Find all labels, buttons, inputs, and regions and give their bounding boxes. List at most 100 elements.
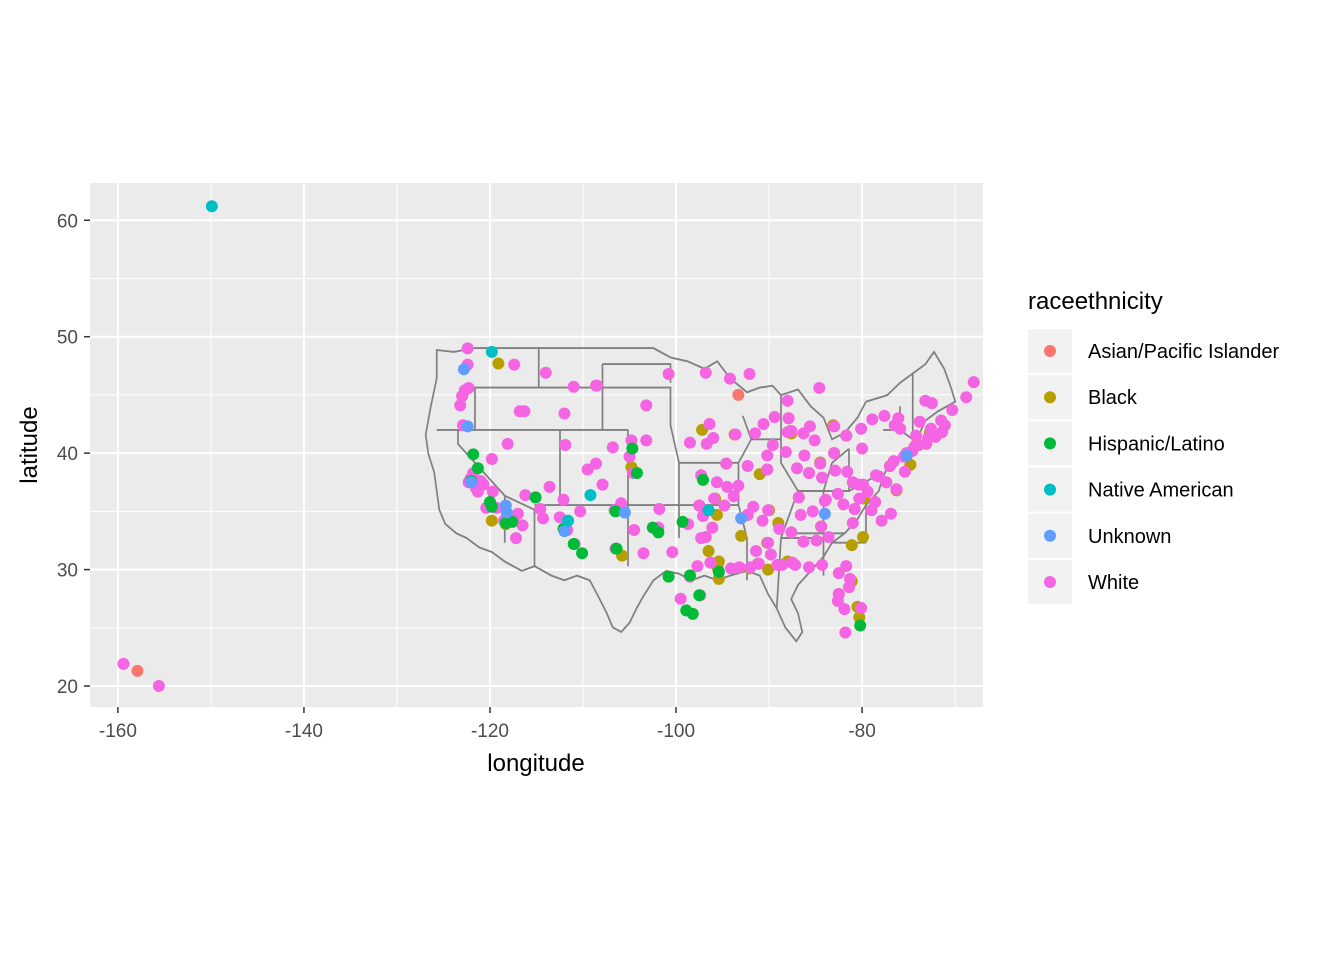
data-point bbox=[708, 493, 720, 505]
data-point bbox=[530, 491, 542, 503]
data-point bbox=[486, 501, 498, 513]
data-point bbox=[711, 476, 723, 488]
data-point bbox=[703, 545, 715, 557]
data-point bbox=[889, 419, 901, 431]
data-point bbox=[786, 557, 798, 569]
data-point bbox=[750, 545, 762, 557]
data-point bbox=[946, 404, 958, 416]
data-point bbox=[870, 469, 882, 481]
data-point bbox=[687, 608, 699, 620]
data-point bbox=[820, 494, 832, 506]
data-point bbox=[492, 357, 504, 369]
data-point bbox=[704, 557, 716, 569]
data-point bbox=[574, 505, 586, 517]
data-point bbox=[732, 480, 744, 492]
legend-label: Black bbox=[1088, 387, 1138, 409]
data-point bbox=[773, 523, 785, 535]
data-point bbox=[534, 503, 546, 515]
data-point bbox=[206, 200, 218, 212]
data-point bbox=[837, 498, 849, 510]
data-point bbox=[559, 439, 571, 451]
data-point bbox=[663, 368, 675, 380]
data-point bbox=[823, 531, 835, 543]
y-tick-label: 20 bbox=[57, 677, 78, 698]
data-point bbox=[762, 537, 774, 549]
data-point bbox=[675, 593, 687, 605]
data-point bbox=[590, 458, 602, 470]
data-point bbox=[628, 524, 640, 536]
x-axis: -160 -140 -120 -100 -80 bbox=[99, 707, 876, 742]
data-point bbox=[798, 449, 810, 461]
data-point bbox=[117, 658, 129, 670]
data-point bbox=[684, 437, 696, 449]
data-point bbox=[757, 418, 769, 430]
data-point bbox=[833, 567, 845, 579]
data-point bbox=[761, 449, 773, 461]
legend-title: raceethnicity bbox=[1028, 288, 1163, 315]
y-axis: 20 30 40 50 60 bbox=[57, 211, 90, 698]
data-point bbox=[558, 525, 570, 537]
data-point bbox=[467, 448, 479, 460]
data-point bbox=[846, 539, 858, 551]
data-point bbox=[960, 391, 972, 403]
data-point bbox=[797, 427, 809, 439]
data-point bbox=[849, 503, 861, 515]
data-point bbox=[713, 566, 725, 578]
data-point bbox=[914, 416, 926, 428]
data-point bbox=[809, 434, 821, 446]
data-point bbox=[847, 517, 859, 529]
data-point bbox=[631, 467, 643, 479]
data-point bbox=[762, 504, 774, 516]
data-point bbox=[472, 462, 484, 474]
data-point bbox=[519, 489, 531, 501]
data-point bbox=[899, 466, 911, 478]
data-point bbox=[666, 546, 678, 558]
data-point bbox=[910, 430, 922, 442]
y-tick-label: 60 bbox=[57, 211, 78, 232]
data-point bbox=[793, 491, 805, 503]
data-point bbox=[597, 479, 609, 491]
data-point bbox=[926, 397, 938, 409]
data-point bbox=[502, 438, 514, 450]
legend-label: Asian/Pacific Islander bbox=[1088, 341, 1280, 363]
data-point bbox=[691, 560, 703, 572]
data-point bbox=[454, 399, 466, 411]
data-point bbox=[590, 380, 602, 392]
data-point bbox=[700, 367, 712, 379]
data-point bbox=[663, 571, 675, 583]
data-point bbox=[840, 430, 852, 442]
y-tick-label: 30 bbox=[57, 561, 78, 582]
data-point bbox=[968, 376, 980, 388]
data-point bbox=[839, 626, 851, 638]
data-point bbox=[744, 561, 756, 573]
data-point bbox=[465, 476, 477, 488]
data-point bbox=[878, 410, 890, 422]
data-point bbox=[462, 342, 474, 354]
data-point bbox=[610, 543, 622, 555]
data-point bbox=[640, 399, 652, 411]
data-point bbox=[795, 509, 807, 521]
data-point bbox=[857, 531, 869, 543]
data-point bbox=[706, 522, 718, 534]
data-point bbox=[562, 515, 574, 527]
data-point bbox=[810, 534, 822, 546]
legend-key-dot bbox=[1044, 530, 1056, 542]
data-point bbox=[724, 373, 736, 385]
data-point bbox=[486, 453, 498, 465]
data-point bbox=[735, 530, 747, 542]
data-point bbox=[458, 363, 470, 375]
data-point bbox=[735, 512, 747, 524]
data-point bbox=[785, 526, 797, 538]
data-point bbox=[718, 500, 730, 512]
data-point bbox=[619, 507, 631, 519]
data-point bbox=[782, 395, 794, 407]
data-point bbox=[838, 603, 850, 615]
data-point bbox=[584, 489, 596, 501]
data-point bbox=[776, 559, 788, 571]
data-point bbox=[803, 467, 815, 479]
legend-label: Hispanic/Latino bbox=[1088, 433, 1225, 455]
legend-key-dot bbox=[1044, 345, 1056, 357]
data-point bbox=[568, 538, 580, 550]
data-point bbox=[890, 483, 902, 495]
